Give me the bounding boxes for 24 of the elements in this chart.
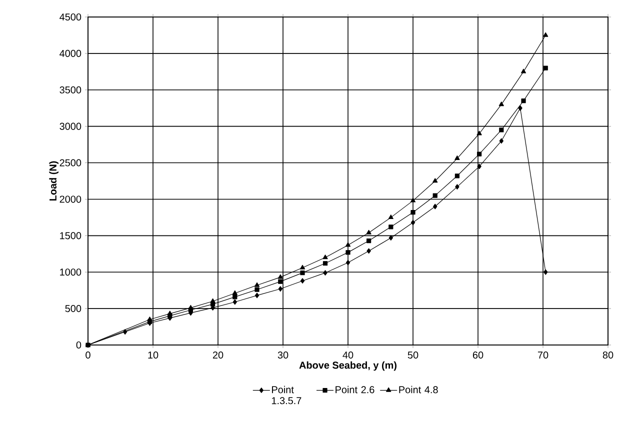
- y-tick-label: 2500: [60, 159, 82, 166]
- legend-label: Point 1.3.5.7: [272, 386, 302, 404]
- x-tick-label: 70: [538, 352, 548, 359]
- y-tick-label: 4000: [60, 50, 82, 57]
- x-tick-label: 50: [408, 352, 418, 359]
- y-tick-label: 3500: [60, 86, 82, 94]
- y-tick-label: 0: [76, 341, 82, 349]
- x-tick-label: 30: [278, 352, 288, 359]
- x-axis-title: Above Seabed, y (m): [299, 361, 396, 371]
- y-tick-label: 4500: [60, 13, 82, 21]
- y-tick-label: 3000: [60, 122, 82, 130]
- legend-label: Point 2.6: [336, 386, 374, 394]
- x-tick-label: 40: [342, 352, 354, 359]
- y-tick-label: 1000: [60, 268, 82, 276]
- x-tick-label: 60: [472, 352, 484, 359]
- y-tick-label: 500: [65, 305, 82, 312]
- x-tick-label: 0: [86, 352, 90, 359]
- x-tick-label: 80: [602, 352, 614, 359]
- y-axis-title: Load (N): [49, 161, 58, 201]
- x-tick-label: 20: [212, 352, 224, 359]
- y-tick-label: 2000: [60, 196, 82, 203]
- y-tick-label: 1500: [60, 232, 82, 240]
- x-tick-label: 10: [148, 352, 158, 359]
- legend-label: Point 4.8: [399, 386, 438, 394]
